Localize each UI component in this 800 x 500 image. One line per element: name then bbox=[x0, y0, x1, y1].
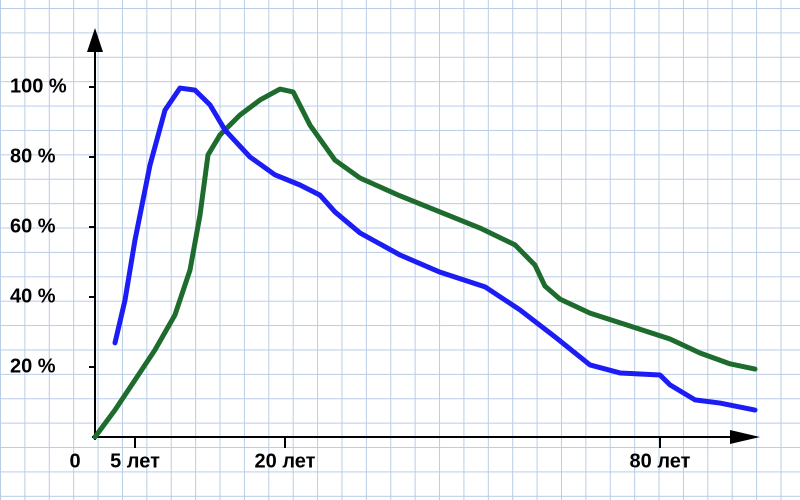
x-tick-label: 20 лет bbox=[255, 450, 316, 472]
line-series bbox=[92, 86, 758, 440]
line-series bbox=[112, 85, 758, 413]
x-axis-arrow bbox=[730, 430, 760, 444]
y-tick-label: 100 % bbox=[10, 75, 67, 97]
y-tick-label: 40 % bbox=[10, 285, 56, 307]
x-tick-label: 0 bbox=[69, 450, 80, 472]
y-tick-label: 80 % bbox=[10, 145, 56, 167]
x-tick-label: 5 лет bbox=[110, 450, 160, 472]
y-tick-label: 60 % bbox=[10, 215, 56, 237]
x-tick-label: 80 лет bbox=[630, 450, 691, 472]
y-tick-label: 20 % bbox=[10, 355, 56, 377]
y-axis-arrow bbox=[87, 28, 103, 52]
